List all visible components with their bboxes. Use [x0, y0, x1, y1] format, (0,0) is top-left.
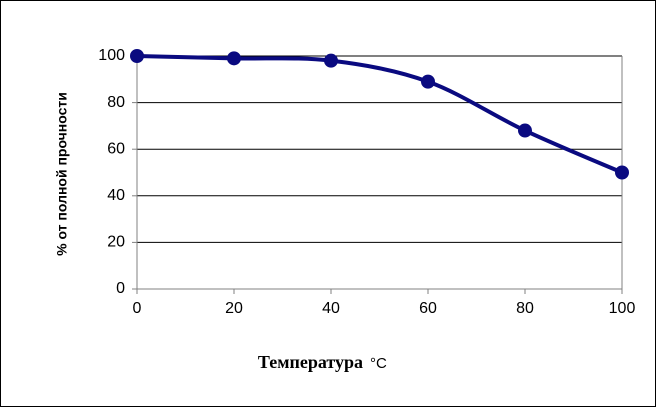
x-tick-label-60: 60 — [419, 300, 437, 317]
axes — [132, 55, 623, 294]
data-point-40 — [324, 53, 338, 68]
x-tick-label-20: 20 — [225, 300, 243, 317]
data-point-20 — [227, 51, 241, 66]
y-tick-label-20: 20 — [107, 234, 125, 251]
x-tick-label-80: 80 — [516, 300, 534, 317]
data-point-80 — [518, 123, 532, 138]
x-axis-label: Температура — [258, 352, 363, 372]
y-tick-label-0: 0 — [116, 280, 125, 297]
data-point-60 — [421, 74, 435, 89]
x-tick-label-0: 0 — [133, 300, 142, 317]
x-tick-labels: 0 20 40 60 80 100 — [133, 300, 636, 317]
y-tick-label-60: 60 — [107, 140, 125, 157]
y-tick-label-80: 80 — [107, 94, 125, 111]
y-tick-labels: 0 20 40 60 80 100 — [98, 47, 125, 297]
x-axis-unit: °C — [370, 355, 387, 372]
y-tick-label-100: 100 — [98, 47, 125, 64]
data-point-0 — [130, 49, 144, 63]
x-tick-label-40: 40 — [322, 300, 340, 317]
y-tick-label-40: 40 — [107, 187, 125, 204]
series-layer — [130, 49, 629, 180]
data-point-100 — [615, 165, 629, 180]
x-tick-label-100: 100 — [609, 300, 636, 317]
y-axis-label: % от полной прочности — [54, 92, 70, 256]
